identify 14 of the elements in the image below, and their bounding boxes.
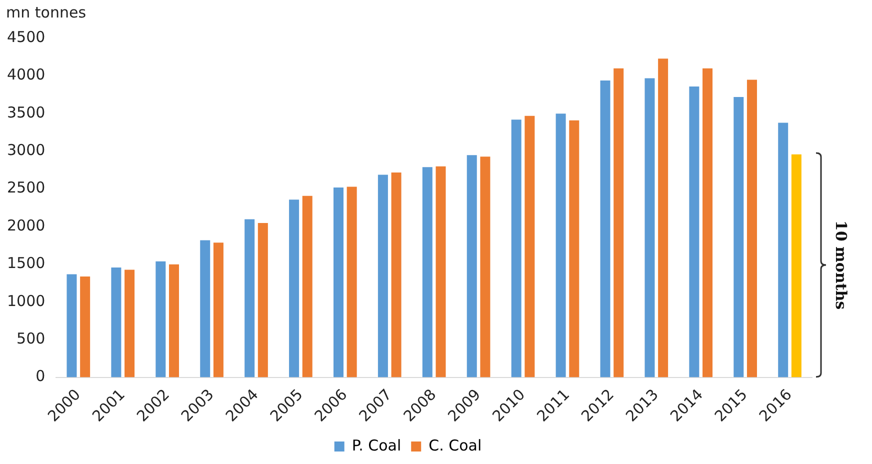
y-tick-label: 500 [16, 329, 46, 348]
y-tick-label: 3000 [6, 140, 46, 159]
y-tick-label: 2000 [6, 216, 46, 234]
y-tick-label: 4500 [6, 28, 46, 46]
text: 10 months [832, 220, 850, 310]
y-tick-label: 1500 [6, 254, 46, 272]
y-tick-label: 4000 [6, 66, 46, 84]
y-axis-title: mn tonnes [6, 3, 86, 22]
y-tick-label: 2500 [6, 178, 46, 197]
legend-label: P. Coal [352, 436, 402, 454]
y-tick-label: 1000 [6, 292, 46, 310]
y-tick-label: 0 [36, 367, 46, 386]
y-tick-label: 3500 [6, 103, 46, 122]
legend-label: C. Coal [428, 436, 482, 454]
